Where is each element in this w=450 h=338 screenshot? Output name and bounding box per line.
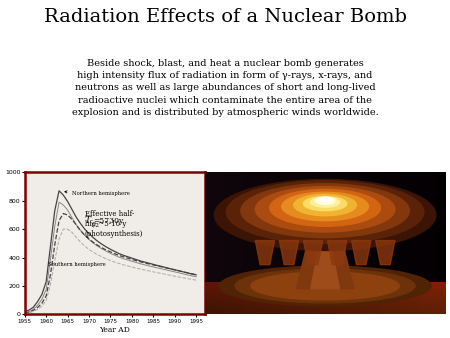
Polygon shape xyxy=(310,241,340,289)
Text: Beside shock, blast, and heat a nuclear bomb generates
high intensity flux of ra: Beside shock, blast, and heat a nuclear … xyxy=(72,59,378,117)
Ellipse shape xyxy=(214,179,436,250)
Polygon shape xyxy=(279,241,299,265)
Text: Effective half-
life ~5-10 y
(photosynthesis): Effective half- life ~5-10 y (photosynth… xyxy=(85,210,143,238)
Text: Southern hemisphere: Southern hemisphere xyxy=(48,262,106,267)
Polygon shape xyxy=(255,241,274,265)
Ellipse shape xyxy=(270,189,381,226)
Polygon shape xyxy=(328,241,347,265)
Ellipse shape xyxy=(219,266,431,306)
Ellipse shape xyxy=(241,184,410,238)
Text: Radiation Effects of a Nuclear Bomb: Radiation Effects of a Nuclear Bomb xyxy=(44,8,406,26)
Ellipse shape xyxy=(251,272,399,300)
X-axis label: Year AD: Year AD xyxy=(99,326,130,334)
Ellipse shape xyxy=(315,197,335,204)
Ellipse shape xyxy=(303,196,347,211)
Ellipse shape xyxy=(294,194,356,216)
Ellipse shape xyxy=(310,197,340,207)
Ellipse shape xyxy=(282,192,369,221)
Polygon shape xyxy=(296,241,354,289)
Text: 1/2: 1/2 xyxy=(90,222,99,227)
Text: T: T xyxy=(85,216,91,225)
Ellipse shape xyxy=(319,197,331,201)
Text: Northern hemisphere: Northern hemisphere xyxy=(65,191,130,196)
Y-axis label: Δ14C (‰‰): Δ14C (‰‰) xyxy=(0,220,2,266)
Text: =5730y: =5730y xyxy=(93,217,124,225)
Ellipse shape xyxy=(226,181,424,243)
Polygon shape xyxy=(351,241,371,265)
Ellipse shape xyxy=(235,269,415,303)
Ellipse shape xyxy=(255,187,395,232)
Polygon shape xyxy=(376,241,395,265)
Polygon shape xyxy=(303,241,323,265)
